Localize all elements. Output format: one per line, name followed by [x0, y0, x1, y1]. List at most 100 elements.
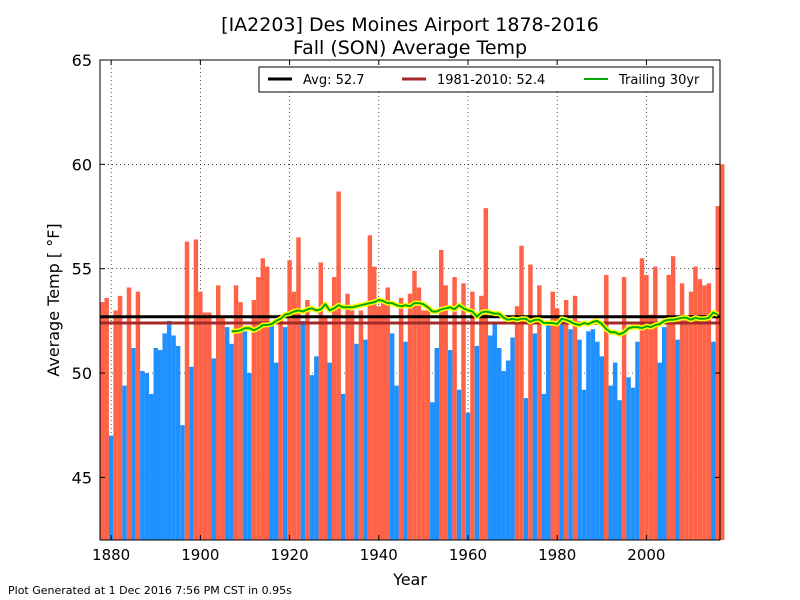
bar-1890	[153, 348, 158, 540]
bar-2005	[666, 274, 671, 540]
bar-1960	[465, 412, 471, 540]
bar-1955	[443, 285, 448, 540]
bar-1948	[412, 270, 417, 540]
bar-1951	[425, 310, 431, 540]
bar-1935	[354, 343, 359, 540]
bar-1878	[100, 302, 105, 540]
bar-1908	[233, 285, 239, 540]
bar-1983	[568, 329, 573, 540]
bar-2015	[711, 341, 716, 540]
bar-1919	[282, 327, 288, 540]
bar-1964	[483, 208, 489, 540]
bar-2012	[697, 279, 703, 540]
axis-ticks: 1880 1900 1920 1940 1960 1980 2000 45 50 55 60 65	[72, 51, 720, 564]
bar-1993	[612, 362, 618, 540]
bar-1982	[563, 300, 569, 540]
bar-1944	[394, 385, 399, 540]
bar-2002	[653, 266, 658, 540]
bar-1965	[488, 335, 493, 540]
bar-2010	[688, 291, 694, 540]
bar-1879	[104, 297, 109, 540]
bar-1915	[265, 266, 270, 540]
bar-1932	[340, 393, 346, 540]
bar-1904	[215, 285, 221, 540]
bar-1963	[479, 295, 484, 540]
bar-1937	[363, 339, 368, 540]
bar-1978	[546, 320, 551, 540]
bar-1991	[604, 274, 609, 540]
bar-1995	[621, 277, 627, 540]
bar-1939	[372, 266, 377, 540]
legend-normal-label: 1981-2010: 52.4	[437, 73, 545, 88]
bar-1941	[381, 300, 386, 540]
bar-1883	[122, 385, 127, 540]
bar-1895	[175, 345, 181, 540]
bar-1938	[367, 235, 373, 540]
chart-title: [IA2203] Des Moines Airport 1878-2016	[221, 14, 599, 36]
bar-1936	[358, 310, 364, 540]
bar-1945	[398, 297, 404, 540]
y-axis-label: Average Temp [ °F]	[44, 223, 63, 376]
bar-2006	[670, 256, 676, 540]
footer-note: Plot Generated at 1 Dec 2016 7:56 PM CST…	[8, 584, 292, 597]
bar-1989	[595, 341, 600, 540]
bar-2000	[644, 274, 649, 540]
bar-1942	[385, 287, 390, 540]
bar-1954	[438, 249, 444, 541]
bar-1909	[238, 302, 243, 540]
y-tick-label: 50	[72, 364, 92, 383]
bar-1949	[416, 287, 422, 540]
bar-1891	[157, 350, 163, 540]
bar-1976	[537, 285, 542, 540]
bar-1931	[336, 191, 341, 540]
bar-1889	[149, 393, 154, 540]
bar-1892	[162, 333, 167, 540]
bar-1968	[501, 370, 506, 540]
bar-1980	[554, 308, 560, 540]
y-tick-label: 60	[72, 155, 92, 174]
bar-1924	[305, 300, 310, 540]
bar-1947	[407, 293, 413, 540]
bar-1905	[220, 316, 225, 540]
bar-1986	[581, 389, 587, 540]
bar-1985	[577, 339, 582, 540]
bar-1900	[198, 291, 203, 540]
bar-1973	[523, 398, 529, 540]
bar-1946	[403, 341, 408, 540]
bar-2001	[648, 314, 654, 540]
bar-1933	[345, 293, 350, 540]
bar-1894	[171, 335, 176, 540]
bar-1896	[180, 425, 185, 540]
bar-1911	[247, 373, 252, 540]
bar-1882	[117, 295, 123, 540]
bar-2013	[702, 285, 707, 540]
bar-1901	[202, 312, 208, 540]
bar-1920	[287, 260, 292, 540]
bar-1959	[461, 283, 466, 540]
bar-1992	[608, 385, 613, 540]
bar-2007	[675, 339, 680, 540]
bar-1899	[193, 239, 199, 540]
bar-1914	[260, 258, 266, 540]
bar-1925	[309, 375, 315, 540]
plot-frame	[99, 59, 721, 541]
bar-1956	[447, 350, 453, 540]
bar-1916	[269, 325, 274, 540]
bar-1974	[528, 264, 533, 540]
bar-1972	[519, 245, 524, 540]
bar-2008	[679, 283, 685, 540]
x-axis-label: Year	[392, 570, 427, 589]
x-tick-label: 1980	[538, 546, 576, 564]
bar-1928	[323, 316, 328, 540]
bar-1952	[430, 402, 435, 540]
bar-1970	[510, 337, 515, 540]
bar-1884	[126, 287, 132, 540]
bar-1913	[256, 277, 261, 540]
x-tick-label: 1960	[449, 546, 487, 564]
bar-1981	[559, 322, 564, 540]
legend-box	[258, 66, 714, 93]
chart-subtitle: Fall (SON) Average Temp	[293, 37, 527, 59]
bar-1934	[349, 310, 355, 540]
bar-1880	[108, 435, 114, 540]
bar-1950	[421, 310, 426, 540]
